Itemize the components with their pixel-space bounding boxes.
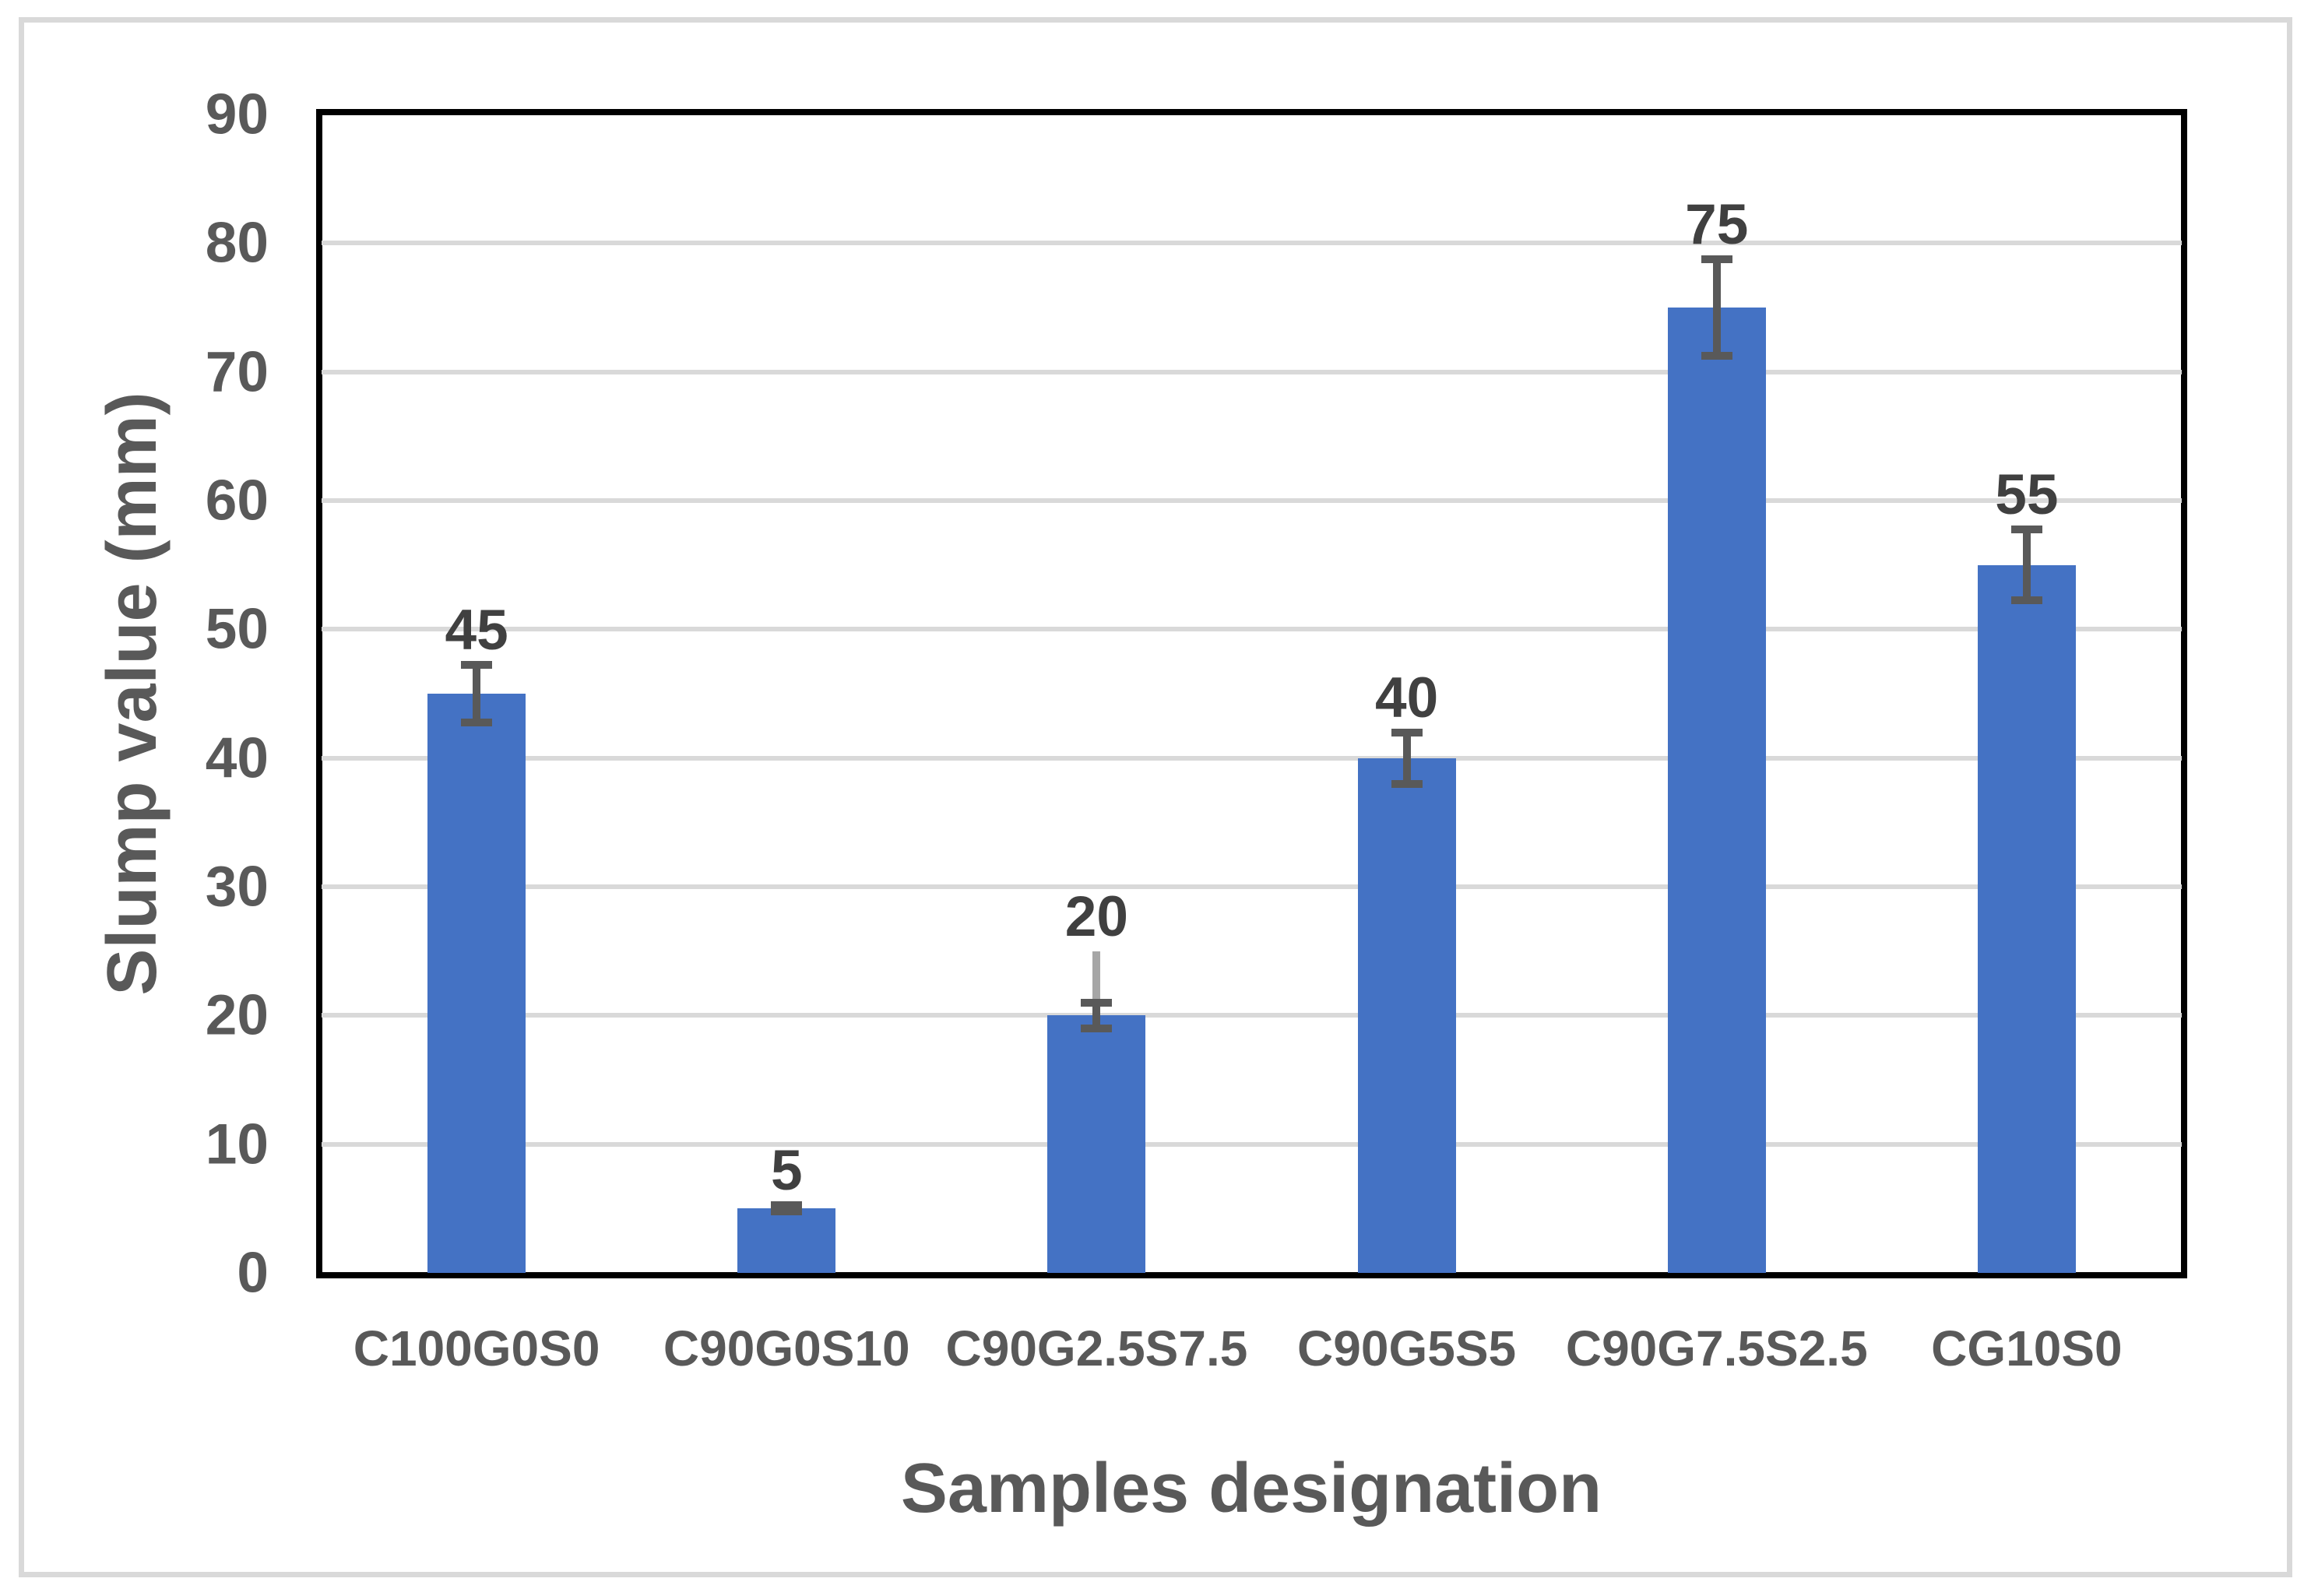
x-category-label: CG10S0	[1931, 1320, 2123, 1376]
bar	[1357, 758, 1456, 1273]
x-category-label: C90G0S10	[663, 1320, 910, 1376]
error-bar-line	[1402, 732, 1411, 784]
bar	[1667, 308, 1766, 1273]
error-bar-extra-line	[1092, 951, 1101, 1028]
gridline	[322, 627, 2182, 632]
bar	[1977, 564, 2076, 1273]
gridline	[322, 1141, 2182, 1147]
error-bar-bottom-cap	[461, 719, 493, 727]
y-tick-label: 50	[205, 597, 269, 661]
gridline	[322, 369, 2182, 374]
error-bar-line	[2022, 529, 2031, 601]
data-label: 45	[445, 598, 508, 662]
error-bar-top-cap	[461, 660, 493, 669]
x-category-label: C90G2.5S7.5	[945, 1320, 1248, 1376]
error-bar-bottom-cap	[771, 1208, 803, 1216]
gridline	[322, 241, 2182, 246]
x-axis-title: Samples designation	[900, 1450, 1602, 1527]
x-category-label: C100G0S0	[353, 1320, 600, 1376]
figure-border	[19, 17, 2292, 1577]
error-bar-bottom-cap	[2010, 596, 2042, 605]
gridline	[322, 755, 2182, 761]
x-category-label: C90G7.5S2.5	[1565, 1320, 1868, 1376]
gridline	[322, 884, 2182, 889]
gridline	[322, 1013, 2182, 1018]
y-axis-title: Slump value (mm)	[93, 392, 171, 996]
bar	[427, 694, 526, 1273]
error-bar-top-cap	[2010, 526, 2042, 534]
data-label: 55	[1995, 463, 2059, 527]
x-category-label: C90G5S5	[1297, 1320, 1517, 1376]
y-tick-label: 30	[205, 855, 269, 919]
y-tick-label: 80	[205, 211, 269, 275]
y-tick-label: 90	[205, 83, 269, 146]
bar	[737, 1208, 836, 1273]
gridline	[322, 498, 2182, 503]
y-tick-label: 20	[205, 983, 269, 1047]
error-bar-bottom-cap	[1701, 352, 1732, 360]
error-bar-line	[473, 664, 481, 723]
y-tick-label: 0	[237, 1241, 269, 1305]
y-tick-label: 70	[205, 340, 269, 404]
plot-border	[316, 109, 2187, 1278]
error-bar-line	[1712, 259, 1721, 356]
error-bar-top-cap	[1701, 255, 1732, 263]
data-label: 40	[1374, 666, 1439, 729]
y-tick-label: 10	[205, 1113, 269, 1176]
data-label: 75	[1685, 193, 1749, 256]
y-tick-label: 40	[205, 726, 269, 790]
bar	[1047, 1015, 1146, 1273]
data-label: 5	[770, 1139, 803, 1203]
plot-area: 45 5 20 40 75 55	[322, 114, 2182, 1273]
error-bar-top-cap	[1081, 998, 1113, 1007]
y-tick-label: 60	[205, 469, 269, 533]
data-label: 20	[1064, 884, 1129, 948]
error-bar-bottom-cap	[1391, 779, 1423, 788]
error-bar-bottom-cap	[1081, 1024, 1113, 1032]
error-bar-line	[1092, 1002, 1101, 1028]
error-bar-top-cap	[1391, 728, 1423, 736]
error-bar-top-cap	[771, 1201, 803, 1210]
